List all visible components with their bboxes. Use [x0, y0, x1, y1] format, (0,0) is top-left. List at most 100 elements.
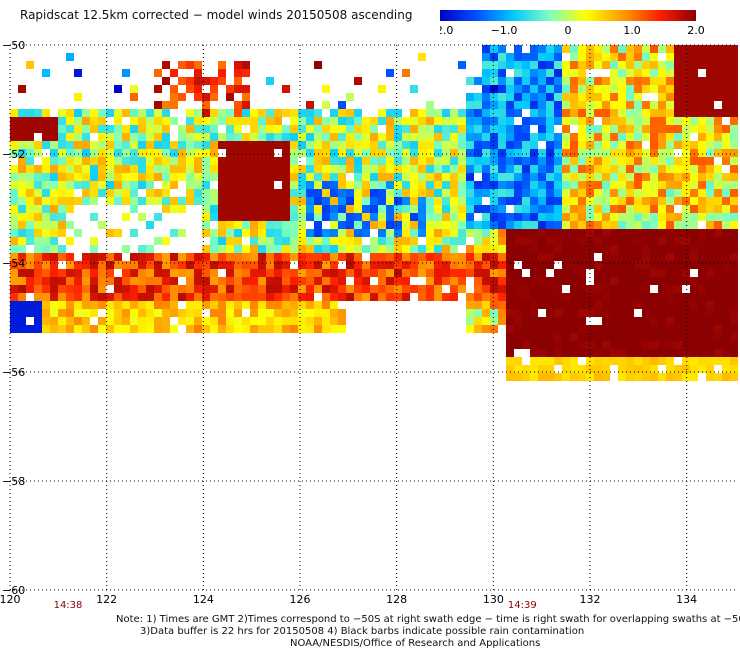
- wind-cell: [66, 325, 74, 333]
- wind-cell: [282, 205, 290, 213]
- wind-cell: [298, 173, 306, 181]
- wind-cell: [106, 261, 114, 269]
- wind-cell: [682, 125, 690, 133]
- wind-cell: [274, 165, 282, 173]
- wind-cell: [618, 45, 626, 53]
- wind-cell: [386, 221, 394, 229]
- latitude-tick-label: −58: [2, 475, 25, 488]
- wind-cell: [242, 221, 250, 229]
- wind-cell: [274, 157, 282, 165]
- wind-cell: [434, 261, 442, 269]
- wind-cell: [602, 341, 610, 349]
- wind-cell: [618, 261, 626, 269]
- wind-cell: [234, 157, 242, 165]
- wind-cell: [650, 61, 658, 69]
- wind-cell: [410, 285, 418, 293]
- wind-cell: [122, 189, 130, 197]
- wind-cell: [506, 365, 514, 373]
- wind-cell: [186, 165, 194, 173]
- wind-cell: [162, 133, 170, 141]
- wind-cell: [162, 109, 170, 117]
- wind-cell: [578, 229, 586, 237]
- wind-cell: [330, 277, 338, 285]
- wind-cell: [258, 165, 266, 173]
- wind-cell: [266, 269, 274, 277]
- wind-cell: [482, 133, 490, 141]
- wind-cell: [498, 245, 506, 253]
- wind-cell: [234, 85, 242, 93]
- wind-cell: [322, 229, 330, 237]
- wind-cell: [538, 133, 546, 141]
- wind-cell: [378, 117, 386, 125]
- wind-cell: [498, 301, 506, 309]
- wind-cell: [50, 301, 58, 309]
- wind-cell: [82, 149, 90, 157]
- wind-cell: [706, 61, 714, 69]
- wind-cell: [626, 117, 634, 125]
- wind-cell: [18, 253, 26, 261]
- wind-cell: [706, 133, 714, 141]
- wind-cell: [322, 189, 330, 197]
- wind-cell: [698, 333, 706, 341]
- wind-cell: [506, 293, 514, 301]
- wind-cell: [130, 229, 138, 237]
- wind-cell: [234, 261, 242, 269]
- wind-cell: [602, 277, 610, 285]
- wind-cell: [546, 69, 554, 77]
- wind-cell: [106, 189, 114, 197]
- wind-cell: [554, 357, 562, 365]
- wind-cell: [386, 109, 394, 117]
- wind-cell: [650, 373, 658, 381]
- wind-cell: [346, 165, 354, 173]
- wind-cell: [650, 357, 658, 365]
- wind-cell: [370, 205, 378, 213]
- wind-cell: [138, 173, 146, 181]
- wind-cell: [74, 117, 82, 125]
- wind-cell: [66, 157, 74, 165]
- wind-cell: [10, 293, 18, 301]
- wind-cell: [450, 109, 458, 117]
- wind-cell: [250, 133, 258, 141]
- wind-cell: [522, 277, 530, 285]
- wind-cell: [674, 373, 682, 381]
- wind-cell: [538, 333, 546, 341]
- wind-cell: [626, 109, 634, 117]
- wind-cell: [266, 285, 274, 293]
- wind-cell: [434, 149, 442, 157]
- wind-cell: [282, 213, 290, 221]
- wind-cell: [554, 101, 562, 109]
- wind-cell: [434, 181, 442, 189]
- wind-cell: [442, 261, 450, 269]
- wind-cell: [594, 141, 602, 149]
- wind-cell: [338, 317, 346, 325]
- wind-cell: [530, 149, 538, 157]
- wind-cell: [674, 109, 682, 117]
- wind-cell: [250, 309, 258, 317]
- wind-cell: [514, 173, 522, 181]
- wind-cell: [506, 237, 514, 245]
- wind-cell: [402, 269, 410, 277]
- wind-cell: [226, 197, 234, 205]
- wind-cell: [714, 173, 722, 181]
- wind-cell: [34, 237, 42, 245]
- wind-cell: [250, 301, 258, 309]
- wind-cell: [562, 229, 570, 237]
- wind-cell: [594, 245, 602, 253]
- wind-cell: [146, 261, 154, 269]
- wind-cell: [506, 245, 514, 253]
- wind-cell: [626, 181, 634, 189]
- wind-cell: [474, 277, 482, 285]
- wind-cell: [578, 253, 586, 261]
- wind-cell: [498, 133, 506, 141]
- wind-cell: [442, 245, 450, 253]
- wind-cell: [546, 149, 554, 157]
- wind-cell: [514, 157, 522, 165]
- wind-cell: [706, 333, 714, 341]
- wind-cell: [666, 221, 674, 229]
- wind-cell: [322, 101, 330, 109]
- wind-cell: [506, 261, 514, 269]
- wind-cell: [226, 93, 234, 101]
- wind-cell: [714, 213, 722, 221]
- wind-cell: [650, 157, 658, 165]
- wind-cell: [578, 309, 586, 317]
